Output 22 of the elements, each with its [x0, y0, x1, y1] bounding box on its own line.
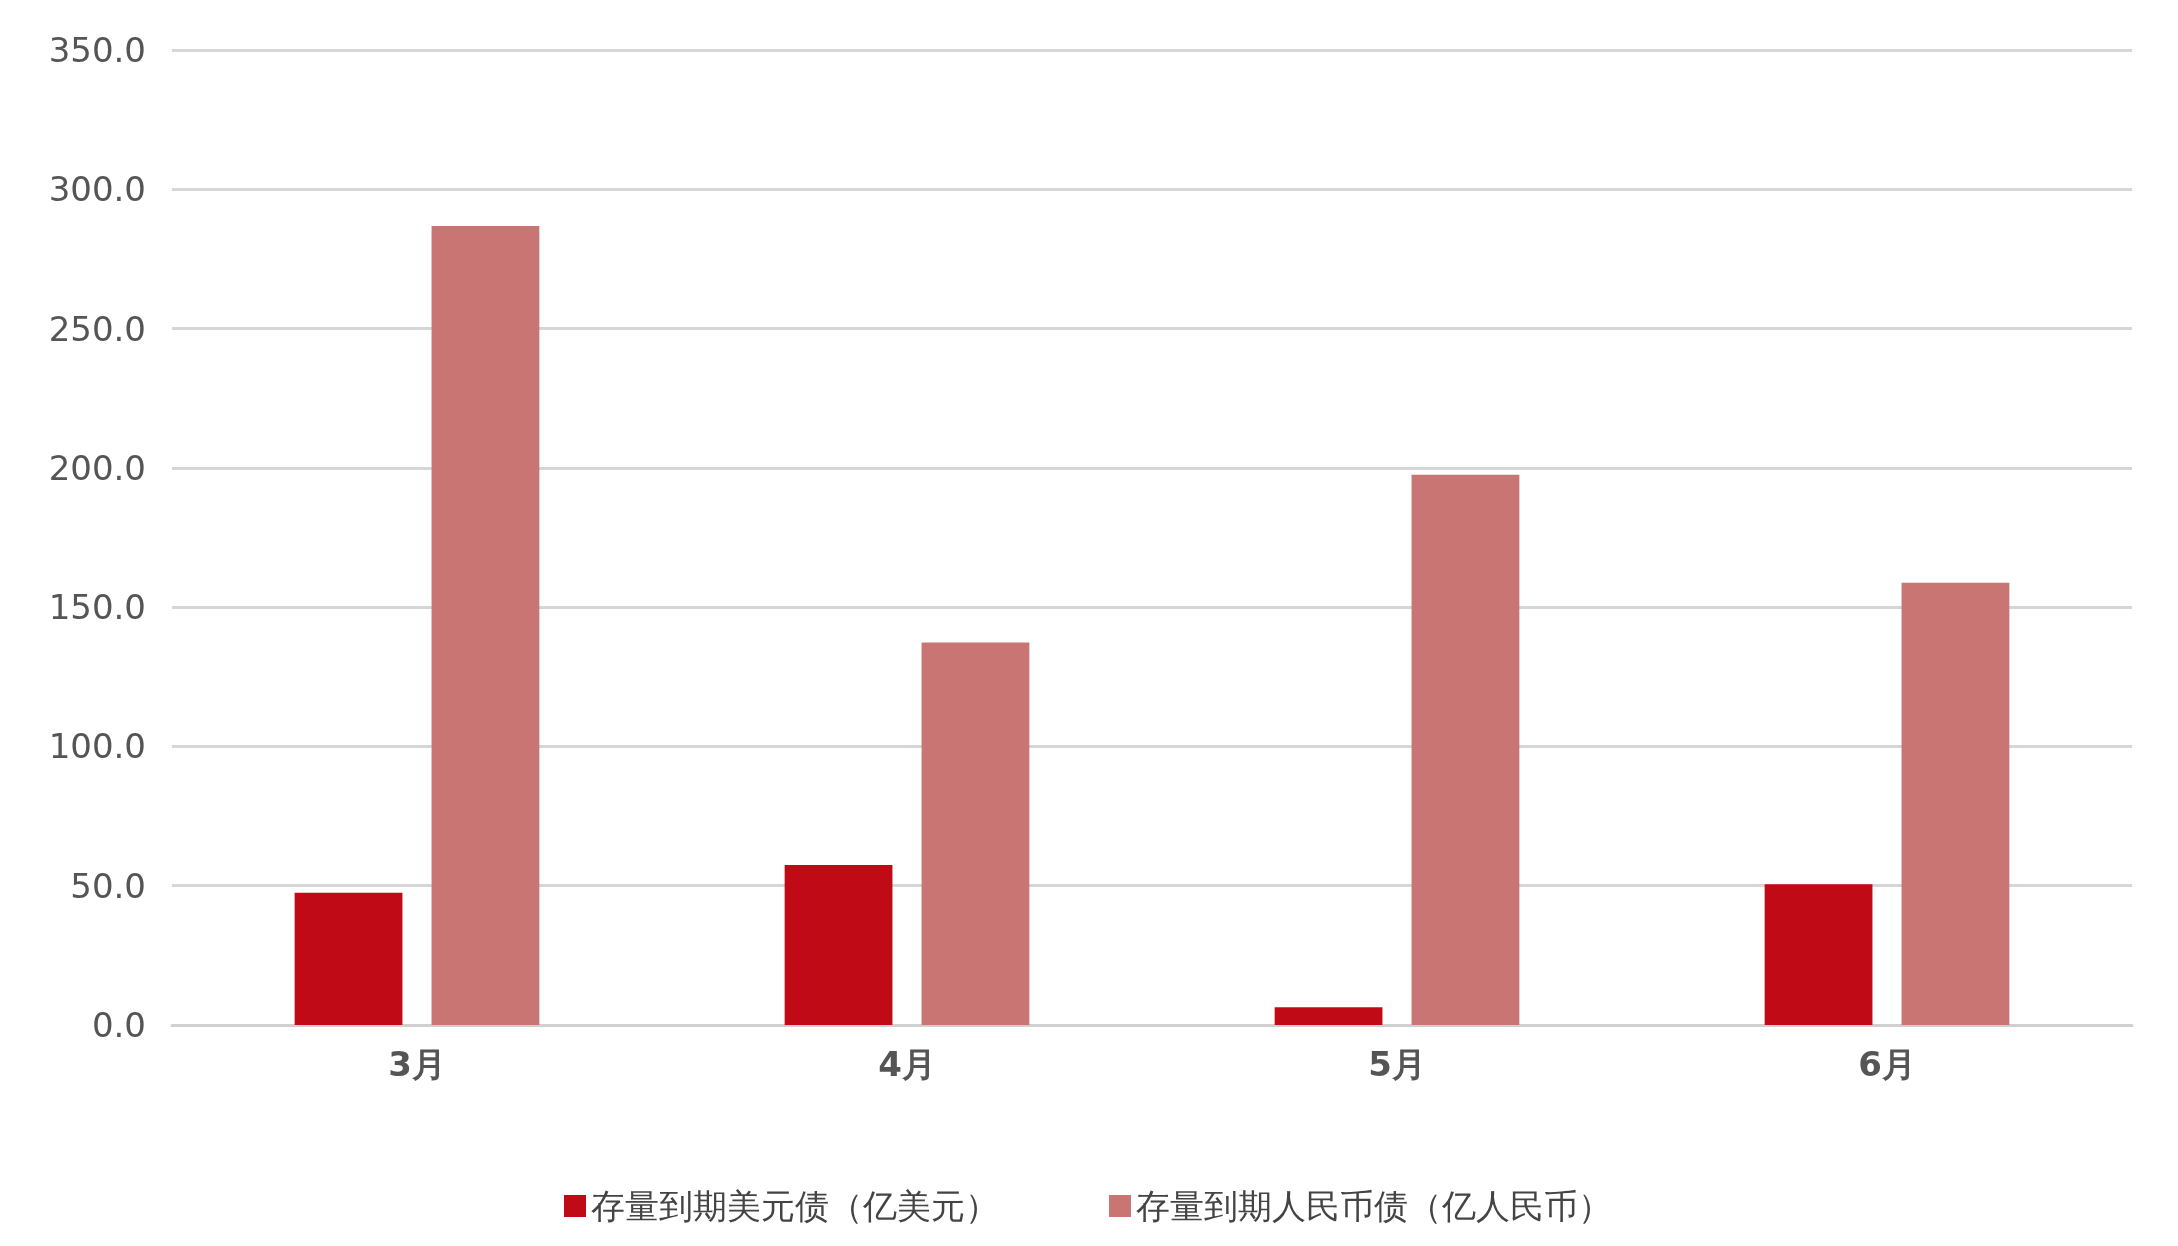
x-tick-label: 4月 — [878, 1044, 936, 1084]
bar — [1411, 474, 1520, 1025]
bar — [1274, 1007, 1383, 1025]
y-tick-label: 200.0 — [48, 447, 146, 488]
bar — [1764, 884, 1873, 1025]
bar — [431, 226, 540, 1025]
bar — [784, 865, 893, 1025]
bar — [921, 642, 1030, 1025]
x-tick-label: 3月 — [388, 1044, 446, 1084]
bar — [1901, 582, 2010, 1025]
y-tick-label: 50.0 — [70, 865, 146, 906]
x-tick-label: 6月 — [1858, 1044, 1916, 1084]
y-tick-label: 100.0 — [48, 726, 146, 767]
legend-label: 存量到期美元债（亿美元） — [591, 1186, 999, 1226]
y-tick-label: 350.0 — [48, 30, 146, 70]
y-tick-label: 300.0 — [48, 169, 146, 210]
y-tick-label: 0.0 — [91, 1005, 146, 1045]
x-tick-label: 5月 — [1368, 1044, 1426, 1084]
bar — [294, 892, 403, 1025]
y-tick-label: 250.0 — [48, 308, 146, 349]
y-tick-label: 150.0 — [48, 587, 146, 628]
legend-label: 存量到期人民币债（亿人民币） — [1136, 1186, 1612, 1226]
